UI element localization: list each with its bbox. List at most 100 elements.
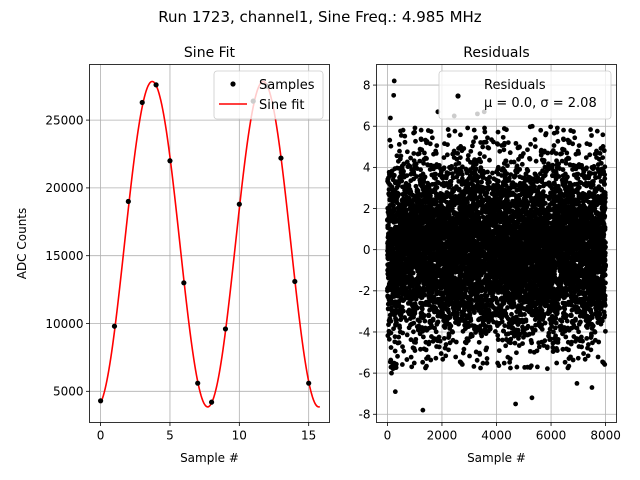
sine-fit-grid [89, 64, 330, 423]
residual-point [517, 166, 523, 172]
sine-fit-legend-box [213, 70, 324, 120]
residuals-plot-area [385, 78, 608, 413]
residual-point [402, 133, 408, 139]
sine-fit-line [99, 80, 321, 408]
residual-point [388, 318, 394, 324]
residual-point [404, 173, 410, 179]
residual-point [465, 125, 471, 131]
residual-point [438, 351, 444, 356]
residual-point [395, 353, 400, 359]
residual-point [487, 326, 493, 332]
sample-point [306, 380, 312, 386]
residual-point [483, 139, 489, 145]
residual-point [450, 329, 456, 335]
residual-point [401, 168, 406, 174]
residual-point [465, 153, 471, 158]
residual-point [421, 313, 427, 318]
residual-point [426, 339, 432, 345]
sine-fit-ytick-label: 15000 [45, 249, 83, 263]
residual-point [412, 348, 418, 353]
residual-point [513, 140, 519, 146]
residual-point [471, 127, 477, 133]
residual-point [441, 165, 447, 171]
residual-point [463, 286, 469, 292]
residual-point [480, 144, 486, 150]
residual-point [418, 137, 424, 143]
sample-point [125, 198, 131, 205]
residual-point [495, 337, 501, 343]
residual-point [495, 333, 501, 338]
residual-point [433, 150, 439, 156]
sample-point [153, 82, 159, 88]
residual-point [436, 334, 442, 340]
residual-point [495, 129, 501, 135]
residual-point [412, 125, 418, 131]
residual-point [437, 338, 443, 344]
residual-point [392, 334, 398, 340]
residual-point [414, 174, 419, 179]
residual-point [415, 305, 420, 311]
sample-point [97, 398, 104, 404]
residual-point [433, 355, 439, 361]
sine-fit-ytick-label: 20000 [45, 181, 83, 195]
residual-point [484, 356, 490, 361]
sample-point [208, 399, 215, 405]
sample-point [292, 278, 298, 285]
residual-point [434, 185, 440, 190]
residual-point [387, 137, 393, 143]
residual-point [467, 353, 472, 359]
sine-fit-legend: Samples Sine fit [213, 70, 324, 120]
residual-point [400, 127, 406, 133]
legend-samples-label: Samples [259, 78, 315, 93]
residual-point [408, 354, 414, 360]
residual-point [412, 310, 418, 316]
residual-point [473, 135, 479, 140]
residual-point [444, 152, 450, 158]
residual-point [435, 319, 441, 325]
residual-point [448, 323, 454, 329]
residual-point [507, 356, 513, 362]
residual-point [418, 127, 424, 133]
sine-fit-xtick-label: 5 [166, 429, 174, 443]
residual-point [449, 164, 454, 169]
residual-point [481, 154, 487, 160]
residual-point [514, 350, 519, 356]
residual-point [507, 150, 513, 156]
residual-point [484, 360, 490, 366]
residual-point [501, 147, 507, 153]
residual-point [503, 158, 509, 164]
sine-fit-ytick-label: 5000 [53, 385, 84, 399]
residual-point [496, 178, 501, 184]
residual-point [447, 315, 453, 320]
residual-point [455, 150, 461, 156]
residual-point [404, 318, 409, 323]
residual-point [436, 344, 442, 350]
residual-point [399, 362, 405, 367]
residual-point [417, 158, 423, 164]
residual-point [398, 153, 404, 159]
sample-point [167, 158, 173, 164]
residual-point [485, 169, 490, 175]
residual-point [404, 149, 410, 155]
residual-point [413, 138, 418, 144]
residual-point [459, 362, 465, 367]
residual-point [476, 339, 482, 345]
residual-point [446, 347, 451, 353]
residual-point [452, 128, 458, 134]
residual-point [411, 151, 417, 156]
residual-point [411, 320, 417, 326]
sample-point [195, 380, 201, 386]
residual-point [400, 330, 406, 336]
residual-point [455, 311, 460, 316]
residual-point [423, 347, 429, 353]
residual-point [391, 246, 396, 252]
residual-point [391, 172, 397, 178]
residual-point [397, 325, 403, 331]
residual-point [453, 339, 459, 345]
residual-point [427, 141, 433, 147]
residual-point [413, 161, 419, 167]
residual-point [470, 143, 475, 149]
residual-point [446, 333, 452, 339]
residual-point [413, 336, 419, 342]
residual-point [399, 304, 405, 310]
